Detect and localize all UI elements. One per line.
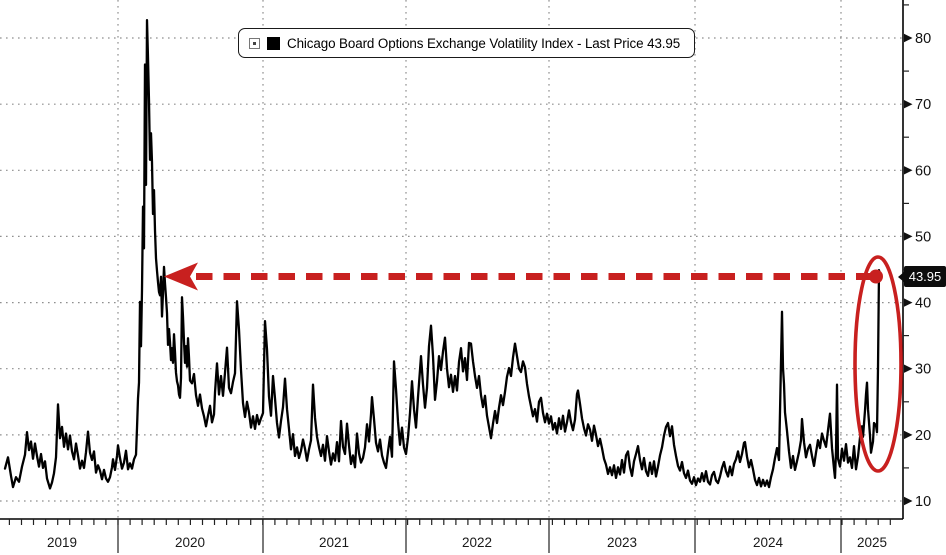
svg-text:2022: 2022 <box>462 535 492 550</box>
svg-text:2024: 2024 <box>753 535 784 550</box>
svg-text:80: 80 <box>915 31 931 47</box>
svg-text:2025: 2025 <box>857 535 887 550</box>
x-axis-labels: 2019 2020 2021 2022 2023 2024 2025 <box>47 535 887 550</box>
svg-text:2019: 2019 <box>47 535 77 550</box>
last-price-axis-tag: 43.95 <box>898 266 946 287</box>
red-circle-highlight <box>853 255 903 473</box>
legend-collapse-box-icon[interactable] <box>249 37 260 49</box>
y-axis-labels: 10 20 30 40 50 60 70 80 <box>904 31 931 510</box>
svg-text:60: 60 <box>915 163 931 179</box>
legend-label: Chicago Board Options Exchange Volatilit… <box>287 35 681 51</box>
last-price-value: 43.95 <box>908 269 942 284</box>
svg-text:2020: 2020 <box>175 535 205 550</box>
svg-text:20: 20 <box>915 428 931 444</box>
red-annotations <box>164 255 903 473</box>
svg-text:10: 10 <box>915 494 931 510</box>
svg-text:40: 40 <box>915 296 931 312</box>
svg-text:30: 30 <box>915 362 931 378</box>
red-arrowhead-icon <box>164 262 198 291</box>
svg-text:2023: 2023 <box>607 535 637 550</box>
svg-text:2021: 2021 <box>319 535 349 550</box>
axes <box>0 0 909 553</box>
vix-price-line <box>3 19 882 490</box>
chart-legend[interactable]: Chicago Board Options Exchange Volatilit… <box>238 28 695 58</box>
red-dot-icon <box>869 269 883 284</box>
svg-text:70: 70 <box>915 97 931 113</box>
svg-text:50: 50 <box>915 229 931 245</box>
series-marker-icon <box>267 36 280 50</box>
